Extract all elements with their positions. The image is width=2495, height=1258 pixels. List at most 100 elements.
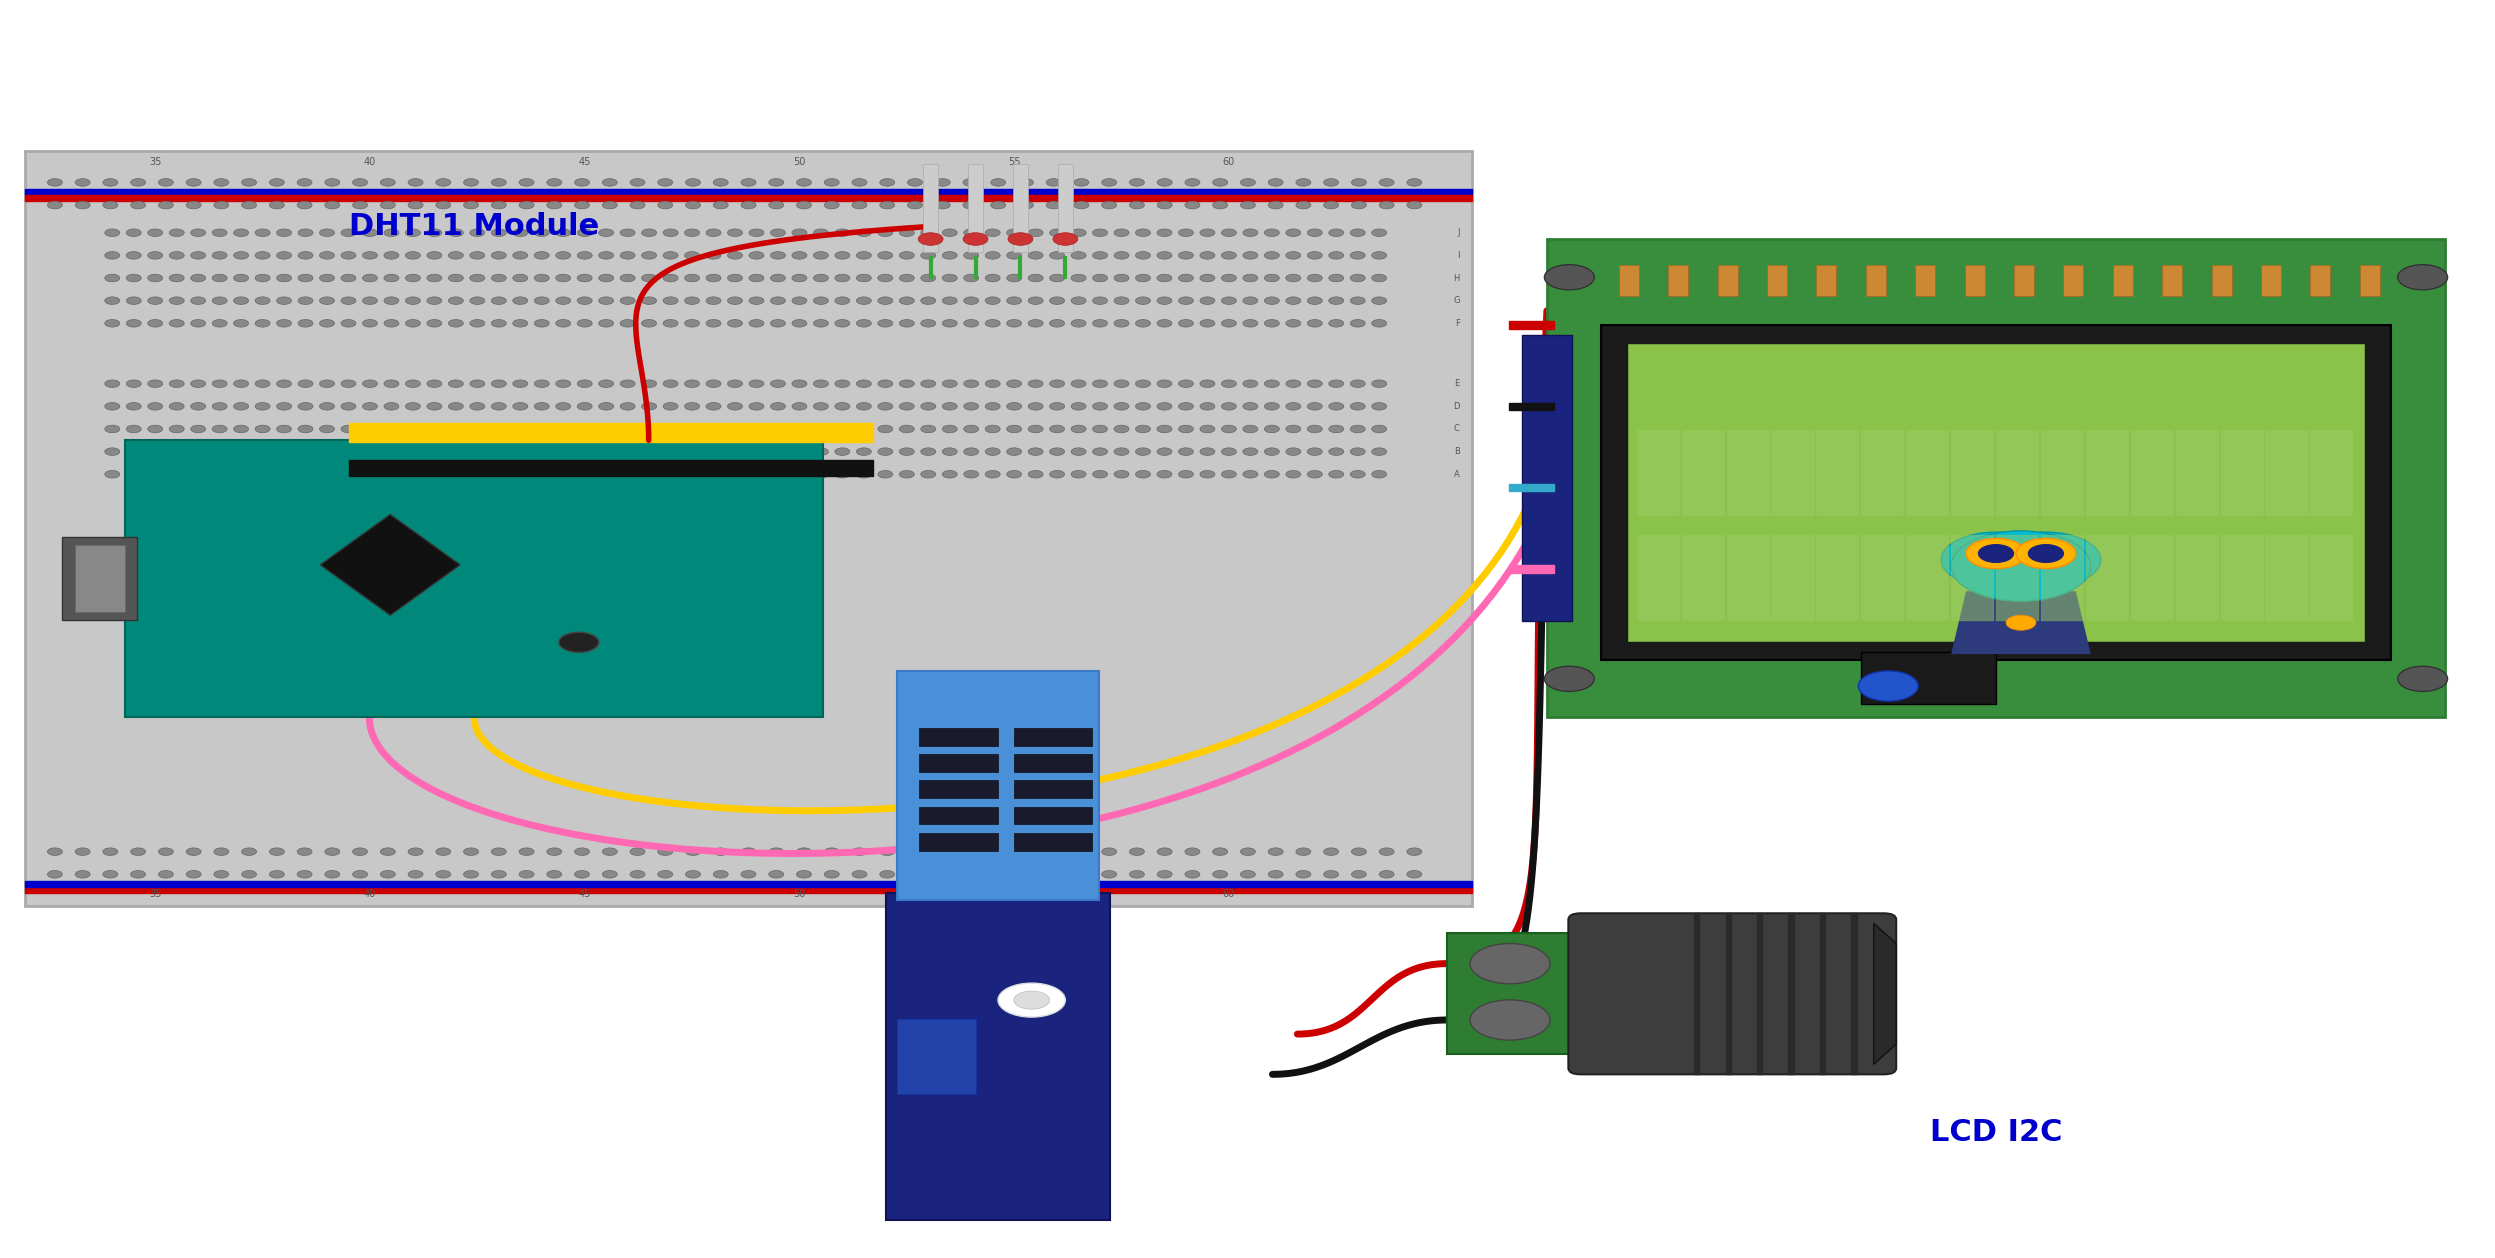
Bar [1509, 484, 1554, 492]
Circle shape [1073, 871, 1088, 878]
Circle shape [621, 425, 636, 433]
Circle shape [362, 274, 377, 282]
Text: LCD I2C: LCD I2C [1929, 1117, 2063, 1147]
Circle shape [936, 848, 951, 855]
Circle shape [342, 229, 357, 237]
Circle shape [856, 320, 871, 327]
Circle shape [2028, 545, 2063, 562]
Circle shape [1295, 871, 1310, 878]
Circle shape [1093, 297, 1108, 304]
Circle shape [1178, 380, 1193, 387]
Circle shape [1330, 252, 1345, 259]
Circle shape [556, 320, 571, 327]
Circle shape [706, 448, 721, 455]
Circle shape [963, 233, 988, 245]
Circle shape [1200, 470, 1215, 478]
Circle shape [898, 297, 913, 304]
Bar [2260, 265, 2280, 297]
Circle shape [47, 179, 62, 186]
Circle shape [686, 201, 701, 209]
Circle shape [684, 380, 699, 387]
Circle shape [297, 470, 312, 478]
Circle shape [514, 448, 529, 455]
Circle shape [706, 229, 721, 237]
Circle shape [576, 470, 591, 478]
Circle shape [791, 448, 806, 455]
Bar [1766, 265, 1786, 297]
Circle shape [706, 252, 721, 259]
Circle shape [427, 448, 442, 455]
Circle shape [921, 252, 936, 259]
Circle shape [1018, 179, 1033, 186]
Circle shape [492, 848, 506, 855]
Circle shape [1350, 274, 1365, 282]
Circle shape [1372, 274, 1387, 282]
Circle shape [1158, 179, 1173, 186]
Circle shape [105, 470, 120, 478]
Circle shape [986, 274, 1000, 282]
Circle shape [1073, 848, 1088, 855]
Circle shape [1005, 297, 1020, 304]
Bar [2221, 430, 2263, 516]
Circle shape [641, 448, 656, 455]
Circle shape [729, 425, 744, 433]
Bar [2086, 536, 2128, 621]
Circle shape [105, 380, 120, 387]
Circle shape [856, 380, 871, 387]
Circle shape [1307, 229, 1322, 237]
Circle shape [576, 320, 591, 327]
Circle shape [215, 871, 230, 878]
Circle shape [404, 320, 419, 327]
Circle shape [277, 320, 292, 327]
Circle shape [187, 201, 202, 209]
Circle shape [664, 470, 679, 478]
Bar [1819, 913, 1826, 1074]
Bar [1906, 430, 1949, 516]
Circle shape [449, 274, 464, 282]
Circle shape [352, 179, 367, 186]
Circle shape [1028, 470, 1043, 478]
Circle shape [881, 871, 896, 878]
Circle shape [1470, 1000, 1549, 1040]
Circle shape [768, 848, 783, 855]
Circle shape [921, 403, 936, 410]
Circle shape [748, 320, 763, 327]
Circle shape [102, 179, 117, 186]
Circle shape [277, 425, 292, 433]
Bar [25, 195, 1472, 201]
Circle shape [771, 403, 786, 410]
Circle shape [881, 201, 896, 209]
Circle shape [963, 380, 978, 387]
Circle shape [102, 848, 117, 855]
Circle shape [714, 848, 729, 855]
Circle shape [768, 871, 783, 878]
Circle shape [963, 274, 978, 282]
Text: 55: 55 [1008, 889, 1020, 899]
Circle shape [404, 448, 419, 455]
Text: D4: D4 [474, 450, 479, 457]
Circle shape [576, 252, 591, 259]
Circle shape [986, 229, 1000, 237]
Circle shape [1350, 252, 1365, 259]
Circle shape [1070, 403, 1085, 410]
Circle shape [1185, 179, 1200, 186]
Circle shape [1307, 297, 1322, 304]
Circle shape [836, 320, 851, 327]
Bar [1771, 430, 1814, 516]
Circle shape [641, 297, 656, 304]
Text: E: E [1455, 379, 1460, 389]
Circle shape [664, 252, 679, 259]
Circle shape [1130, 179, 1145, 186]
Circle shape [1380, 848, 1395, 855]
Bar [923, 164, 938, 252]
Text: REF: REF [220, 698, 225, 707]
Circle shape [556, 403, 571, 410]
Circle shape [1372, 403, 1387, 410]
Circle shape [157, 871, 172, 878]
Circle shape [1135, 274, 1150, 282]
Bar [2113, 265, 2133, 297]
Circle shape [1352, 871, 1367, 878]
Circle shape [706, 274, 721, 282]
Circle shape [714, 179, 729, 186]
Circle shape [1544, 667, 1594, 692]
